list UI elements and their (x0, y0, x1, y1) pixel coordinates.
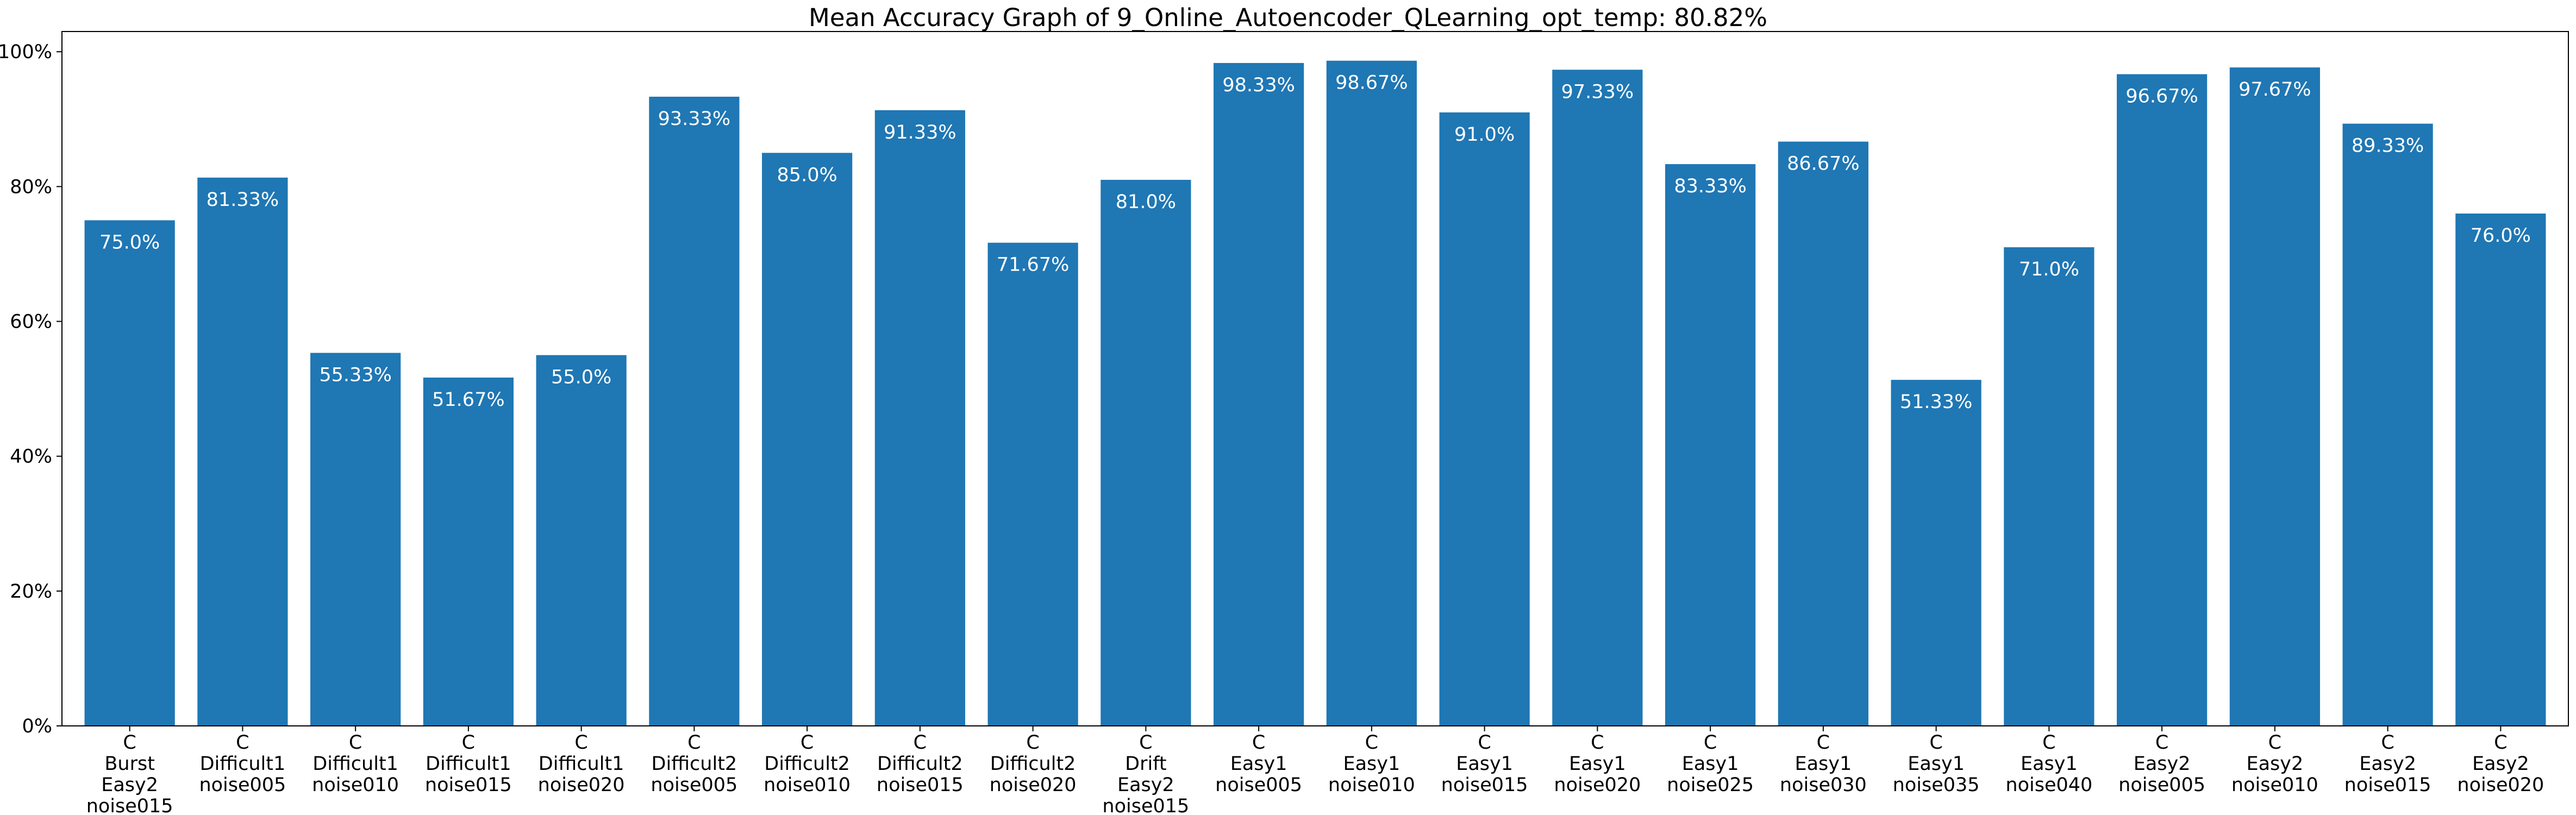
bar-value-label: 81.0% (1116, 191, 1176, 213)
bar (649, 96, 740, 726)
x-tick-label: C Easy1 noise040 (2005, 732, 2092, 796)
bar (1665, 164, 1756, 726)
x-tick-label: C Difficult2 noise010 (764, 732, 851, 796)
bar (874, 110, 965, 726)
bar-value-label: 98.67% (1335, 72, 1408, 94)
y-tick-label: 80% (10, 176, 52, 198)
bar-value-label: 55.0% (551, 367, 611, 388)
bar (1101, 179, 1191, 726)
bar (1778, 141, 1868, 726)
x-tick-label: C Difficult1 noise020 (538, 732, 625, 796)
bar (2117, 74, 2208, 726)
bar (2004, 247, 2094, 726)
x-tick-label: C Easy1 noise030 (1780, 732, 1867, 796)
bar (2229, 67, 2320, 726)
y-tick-label: 40% (10, 446, 52, 468)
bar-value-label: 75.0% (99, 231, 160, 253)
x-tick-label: C Difficult2 noise015 (877, 732, 964, 796)
bar-value-label: 86.67% (1787, 153, 1859, 175)
bar-value-label: 71.0% (2019, 259, 2079, 280)
bar (536, 355, 627, 726)
y-axis: 0% 20% 40% 60% 80% 100% (0, 41, 62, 737)
x-tick-label: C Easy1 noise005 (1215, 732, 1302, 796)
y-tick-label: 20% (10, 581, 52, 603)
bar-value-label: 55.33% (319, 364, 391, 386)
bar (1439, 112, 1530, 726)
bar (1891, 380, 1981, 726)
chart-title: Mean Accuracy Graph of 9_Online_Autoenco… (809, 3, 1767, 32)
value-labels-layer: 75.0% 81.33% 55.33% 51.67% 55.0% 93.33% 85.0% 9… (99, 72, 2531, 413)
bar-value-label: 91.0% (1454, 124, 1515, 146)
bar-value-label: 76.0% (2471, 225, 2531, 247)
bar-value-label: 71.67% (997, 254, 1069, 276)
bar (2342, 123, 2433, 726)
bar (423, 377, 514, 726)
bar (2455, 214, 2546, 726)
y-tick-label: 0% (22, 716, 52, 737)
x-tick-label: C Easy1 noise025 (1667, 732, 1754, 796)
bar-value-label: 51.33% (1900, 391, 1972, 413)
bar-value-label: 93.33% (658, 108, 730, 130)
x-tick-label: C Burst Easy2 noise015 (86, 732, 173, 815)
bar-value-label: 96.67% (2125, 86, 2198, 108)
x-tick-label: C Difficult2 noise020 (990, 732, 1077, 796)
x-tick-label: C Difficult1 noise005 (199, 732, 286, 796)
bar-value-label: 98.33% (1222, 74, 1295, 96)
bar (84, 220, 175, 726)
bar (1552, 70, 1643, 726)
plot-frame (61, 31, 2569, 726)
bar-value-label: 83.33% (1674, 175, 1746, 197)
bar-value-label: 51.67% (432, 389, 504, 411)
x-tick-label: C Easy1 noise020 (1554, 732, 1641, 796)
x-tick-label: C Easy2 noise010 (2231, 732, 2318, 796)
bar (310, 353, 401, 726)
y-tick-label: 60% (10, 311, 52, 333)
x-tick-label: C Difficult2 noise005 (651, 732, 737, 796)
x-axis: C Burst Easy2 noise015 C Difficult1 noise005 C D… (86, 726, 2544, 815)
x-tick-label: C Easy2 noise020 (2457, 732, 2544, 796)
bar-value-label: 91.33% (884, 122, 956, 143)
x-tick-label: C Easy2 noise015 (2344, 732, 2431, 796)
bar (197, 177, 288, 726)
bar-value-label: 89.33% (2352, 135, 2424, 157)
bar-value-label: 97.33% (1561, 81, 1634, 103)
bar-value-label: 81.33% (207, 189, 279, 211)
bar (987, 242, 1078, 726)
x-tick-label: C Easy1 noise015 (1441, 732, 1528, 796)
bar (1326, 60, 1417, 726)
bar (1214, 62, 1304, 726)
bars-layer (84, 60, 2546, 726)
x-tick-label: C Difficult1 noise010 (312, 732, 399, 796)
x-tick-label: C Drift Easy2 noise015 (1102, 732, 1189, 815)
x-tick-label: C Easy2 noise005 (2118, 732, 2205, 796)
bar (762, 153, 853, 726)
x-tick-label: C Easy1 noise010 (1328, 732, 1415, 796)
bar-value-label: 97.67% (2239, 79, 2311, 101)
x-tick-label: C Difficult1 noise015 (425, 732, 512, 796)
bar-value-label: 85.0% (777, 164, 837, 186)
x-tick-label: C Easy1 noise035 (1893, 732, 1980, 796)
y-tick-label: 100% (0, 41, 52, 63)
